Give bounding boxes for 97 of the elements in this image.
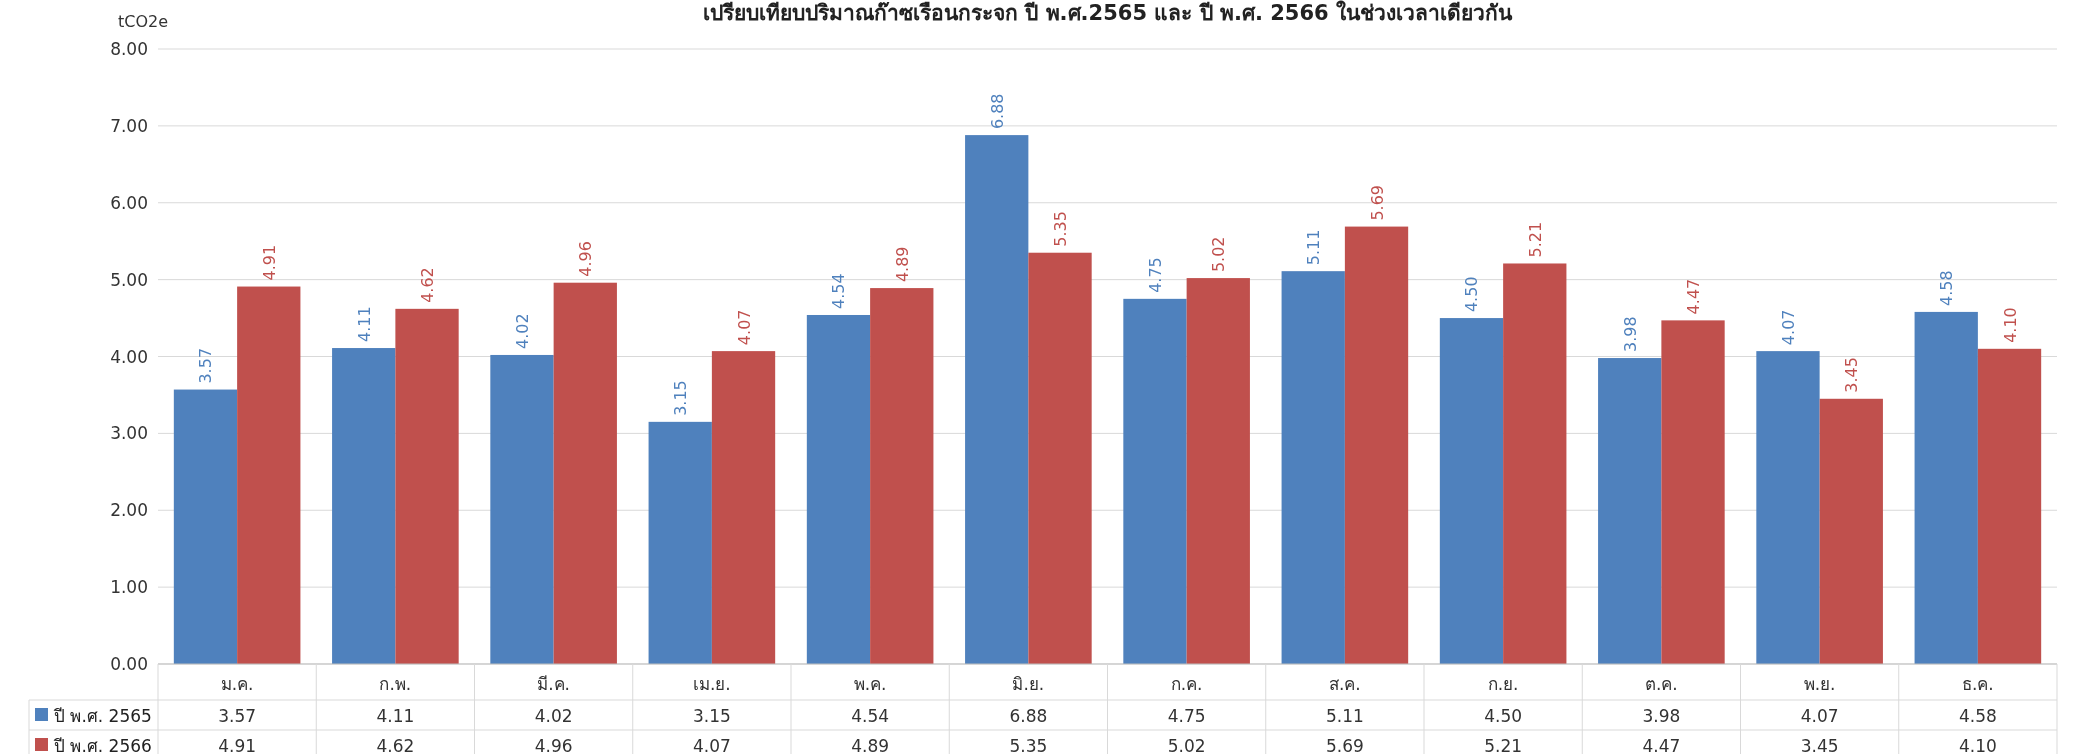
text: 3.45 — [1842, 357, 1862, 393]
data-label: 4.10 — [1958, 736, 1997, 754]
bar — [1186, 278, 1250, 664]
legend-label: ปี พ.ศ. 2566 — [53, 736, 152, 754]
data-label: 4.07 — [1800, 706, 1839, 726]
bar — [711, 351, 776, 664]
data-label: 5.02 — [1167, 736, 1206, 754]
text: 4.02 — [512, 313, 532, 349]
x-tick-label: มี.ค. — [537, 674, 571, 694]
text: 5.35 — [1051, 211, 1071, 247]
y-tick-label: 5.00 — [110, 269, 148, 290]
bar — [1281, 271, 1345, 664]
x-tick-label: ก.ย. — [1487, 674, 1519, 694]
data-label: 4.07 — [692, 736, 731, 754]
bar — [1914, 311, 1978, 664]
text: 4.58 — [1937, 270, 1957, 306]
data-label: 3.45 — [1800, 736, 1839, 754]
text: 4.75 — [1145, 257, 1165, 293]
data-label: 3.57 — [218, 706, 257, 726]
text: 4.47 — [1684, 278, 1704, 315]
data-label: 5.21 — [1484, 736, 1523, 754]
data-label: 4.91 — [218, 736, 257, 754]
data-label: 3.98 — [1642, 706, 1681, 726]
text: 5.69 — [1367, 184, 1387, 221]
text: 4.91 — [259, 244, 279, 281]
bar — [173, 389, 238, 664]
y-tick-label: 4.00 — [110, 346, 148, 367]
x-tick-label: เม.ย. — [692, 674, 731, 694]
y-tick-label: 0.00 — [110, 654, 148, 674]
data-label: 5.11 — [1325, 706, 1364, 726]
bar — [332, 348, 396, 664]
data-label: 6.88 — [1009, 706, 1048, 726]
data-label: 4.47 — [1642, 736, 1681, 754]
y-tick-label: 3.00 — [110, 423, 148, 444]
text: 5.11 — [1304, 229, 1324, 266]
data-label: 4.75 — [1167, 706, 1206, 726]
bar — [490, 354, 554, 664]
text: 4.54 — [829, 273, 849, 309]
x-tick-label: ส.ค. — [1328, 674, 1361, 694]
text: 4.50 — [1462, 276, 1482, 313]
text: 3.15 — [671, 380, 691, 416]
bar — [1123, 298, 1187, 664]
bar — [237, 286, 301, 664]
bar — [1503, 263, 1567, 664]
data-label: 3.15 — [692, 706, 731, 726]
bar — [870, 288, 934, 664]
data-label: 4.58 — [1958, 706, 1997, 726]
y-tick-label: 8.00 — [110, 39, 148, 59]
data-label: 4.89 — [851, 736, 890, 754]
text: 6.88 — [987, 93, 1007, 130]
x-tick-label: ก.ค. — [1170, 674, 1203, 694]
bar — [395, 308, 459, 664]
y-tick-label: 6.00 — [110, 192, 148, 213]
text: 4.89 — [892, 246, 912, 283]
text: 4.07 — [734, 309, 754, 346]
data-label: 4.96 — [534, 736, 573, 754]
bar — [1439, 318, 1504, 664]
x-tick-label: ต.ค. — [1644, 674, 1678, 694]
y-tick-label: 1.00 — [110, 577, 148, 598]
bar — [1819, 398, 1883, 664]
y-tick-label: 7.00 — [110, 115, 148, 136]
x-tick-label: มิ.ย. — [1012, 674, 1045, 694]
bar — [1977, 348, 2042, 664]
text: 4.10 — [2000, 307, 2020, 343]
data-label: 5.35 — [1009, 736, 1048, 754]
bar — [806, 314, 871, 664]
data-label: 4.50 — [1484, 706, 1523, 726]
bar — [648, 421, 712, 664]
text: 4.62 — [418, 267, 438, 303]
data-label: 4.02 — [534, 706, 573, 726]
data-label: 4.54 — [851, 706, 890, 726]
data-label: 5.69 — [1325, 736, 1364, 754]
text: 4.07 — [1778, 309, 1798, 346]
text: 5.02 — [1209, 236, 1229, 273]
text: 3.57 — [196, 347, 216, 384]
text: 4.96 — [576, 241, 596, 277]
x-tick-label: พ.ย. — [1803, 674, 1836, 694]
y-axis-title: tCO2e — [118, 12, 169, 31]
legend-label: ปี พ.ศ. 2565 — [53, 706, 152, 726]
text: 3.98 — [1620, 316, 1640, 353]
x-tick-label: ม.ค. — [220, 674, 254, 694]
x-tick-label: ก.พ. — [379, 674, 412, 694]
bar — [1028, 252, 1092, 664]
bar — [1344, 226, 1409, 664]
x-tick-label: พ.ค. — [853, 674, 887, 694]
data-label: 4.11 — [376, 706, 415, 726]
bar — [553, 282, 617, 664]
data-label: 4.62 — [376, 736, 415, 754]
bar — [965, 135, 1029, 664]
text: 4.11 — [354, 306, 374, 343]
y-tick-label: 2.00 — [110, 500, 148, 521]
x-tick-label: ธ.ค. — [1961, 674, 1994, 694]
text: 5.21 — [1525, 221, 1545, 258]
bar — [1661, 320, 1725, 664]
chart-title: เปรียบเทียบปริมาณก๊าซเรือนกระจก ปี พ.ศ.2565 และ ปี พ.ศ. 2566 ในช่วงเวลาเดียวกัน — [703, 0, 1513, 25]
bar — [1756, 351, 1820, 664]
bar — [1598, 358, 1662, 664]
